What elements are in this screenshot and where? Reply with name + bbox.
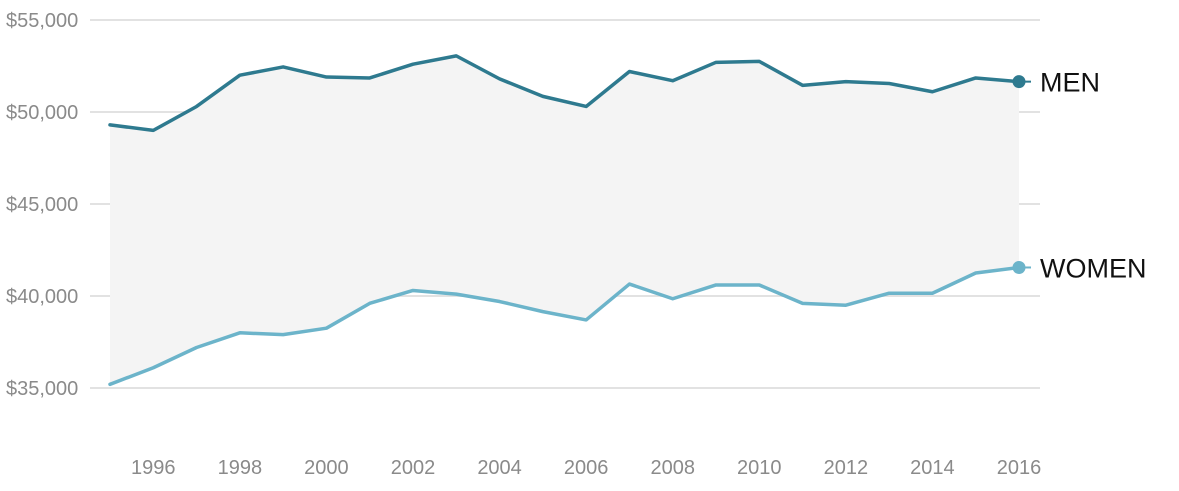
series-lines xyxy=(108,54,1021,387)
y-axis-ticks: $55,000 $50,000 $45,000 $40,000 $35,000 xyxy=(6,10,78,400)
series-label-women: WOMEN xyxy=(1040,253,1146,283)
series-line-women xyxy=(108,265,1021,387)
end-point-men xyxy=(1012,75,1026,89)
y-tick-label: $35,000 xyxy=(6,378,78,400)
x-tick-label: 2016 xyxy=(997,457,1042,479)
x-tick-label: 2000 xyxy=(304,457,349,479)
gap-shaded-area xyxy=(110,55,1019,385)
y-tick-label: $55,000 xyxy=(6,10,78,32)
x-tick-label: 2006 xyxy=(564,457,609,479)
x-tick-label: 2010 xyxy=(737,457,782,479)
series-line-men xyxy=(108,54,1021,133)
series-end-markers xyxy=(1012,75,1031,274)
x-tick-label: 2002 xyxy=(391,457,436,479)
series-labels: MEN WOMEN xyxy=(1040,68,1146,284)
x-tick-label: 1998 xyxy=(218,457,263,479)
y-tick-label: $45,000 xyxy=(6,194,78,216)
x-tick-label: 2008 xyxy=(650,457,695,479)
y-tick-label: $40,000 xyxy=(6,286,78,308)
y-tick-label: $50,000 xyxy=(6,102,78,124)
x-axis-ticks: 1996 1998 2000 2002 2004 2006 2008 2010 2012 2014… xyxy=(131,457,1041,479)
series-label-men: MEN xyxy=(1040,68,1100,98)
x-tick-label: 2012 xyxy=(824,457,869,479)
x-tick-label: 2014 xyxy=(910,457,955,479)
x-tick-label: 1996 xyxy=(131,457,176,479)
x-tick-label: 2004 xyxy=(477,457,522,479)
end-point-women xyxy=(1012,260,1026,274)
